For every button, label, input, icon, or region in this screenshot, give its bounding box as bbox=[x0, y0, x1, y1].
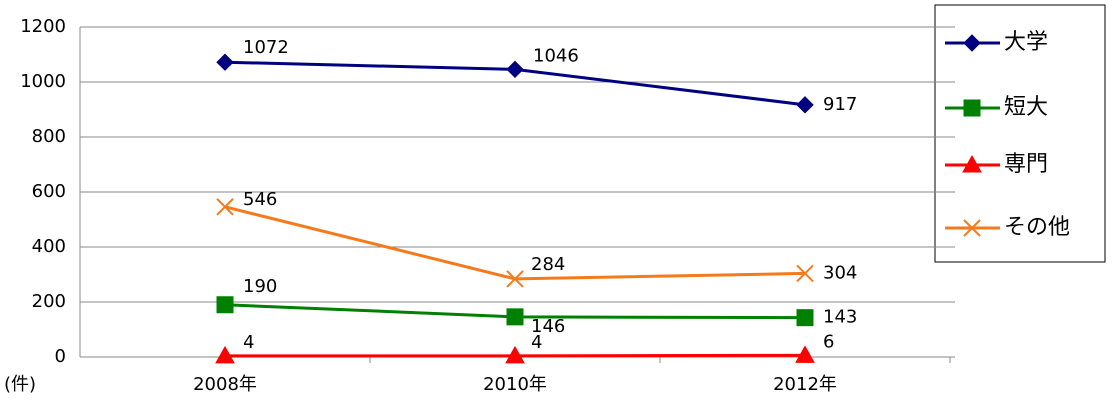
data-point bbox=[505, 345, 525, 364]
data-point bbox=[216, 198, 234, 216]
y-tick-label: 0 bbox=[55, 346, 66, 367]
x-tick-label: 2012年 bbox=[773, 374, 837, 395]
data-label: 146 bbox=[531, 316, 565, 337]
y-tick-label: 1200 bbox=[20, 16, 66, 37]
data-label: 284 bbox=[531, 254, 565, 275]
data-label: 4 bbox=[531, 332, 542, 353]
data-point bbox=[796, 309, 814, 327]
data-label: 304 bbox=[823, 262, 857, 283]
data-label: 190 bbox=[243, 276, 277, 297]
legend-label: その他 bbox=[1004, 215, 1070, 240]
data-point bbox=[796, 264, 814, 283]
data-point bbox=[506, 270, 524, 288]
y-tick-label: 200 bbox=[32, 291, 66, 312]
data-label: 4 bbox=[243, 332, 254, 353]
legend-label: 短大 bbox=[1004, 95, 1048, 120]
legend-marker bbox=[963, 99, 981, 117]
data-point bbox=[216, 296, 234, 314]
legend-marker bbox=[962, 154, 982, 173]
legend-label: 大学 bbox=[1004, 30, 1048, 55]
x-tick-label: 2008年 bbox=[193, 374, 257, 395]
x-tick-label: 2010年 bbox=[483, 374, 547, 395]
data-label: 1046 bbox=[533, 45, 579, 66]
legend-label: 専門 bbox=[1004, 152, 1048, 177]
data-label: 546 bbox=[243, 189, 277, 210]
data-label: 917 bbox=[823, 94, 857, 115]
data-label: 1072 bbox=[243, 37, 289, 58]
data-label: 6 bbox=[823, 331, 834, 352]
y-tick-label: 600 bbox=[32, 181, 66, 202]
series-line bbox=[224, 205, 806, 281]
y-tick-label: 400 bbox=[32, 236, 66, 257]
data-point bbox=[215, 345, 235, 364]
data-point bbox=[795, 345, 815, 363]
y-tick-label: 800 bbox=[32, 126, 66, 147]
data-point bbox=[506, 60, 524, 79]
data-point bbox=[796, 96, 814, 114]
y-tick-label: 1000 bbox=[20, 71, 66, 92]
y-unit: (件) bbox=[4, 374, 36, 395]
legend-marker bbox=[963, 34, 981, 52]
legend-box bbox=[934, 4, 1106, 263]
legend-marker bbox=[963, 219, 981, 237]
data-point bbox=[506, 308, 524, 326]
data-point bbox=[216, 53, 234, 71]
data-label: 143 bbox=[823, 307, 857, 328]
